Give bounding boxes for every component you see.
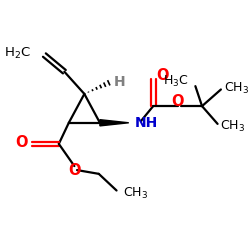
Text: $\mathsf{CH_3}$: $\mathsf{CH_3}$ — [123, 186, 148, 201]
Text: O: O — [171, 94, 183, 109]
Text: $\mathsf{H_3C}$: $\mathsf{H_3C}$ — [163, 74, 189, 89]
Text: $\mathsf{H_2C}$: $\mathsf{H_2C}$ — [4, 46, 31, 62]
Text: H: H — [114, 75, 125, 89]
Text: O: O — [68, 164, 80, 178]
Text: $\mathsf{CH_3}$: $\mathsf{CH_3}$ — [224, 81, 249, 96]
Text: O: O — [156, 68, 168, 83]
Text: $\mathsf{CH_3}$: $\mathsf{CH_3}$ — [220, 119, 246, 134]
Text: O: O — [16, 135, 28, 150]
Text: NH: NH — [135, 116, 158, 130]
Polygon shape — [100, 120, 129, 126]
